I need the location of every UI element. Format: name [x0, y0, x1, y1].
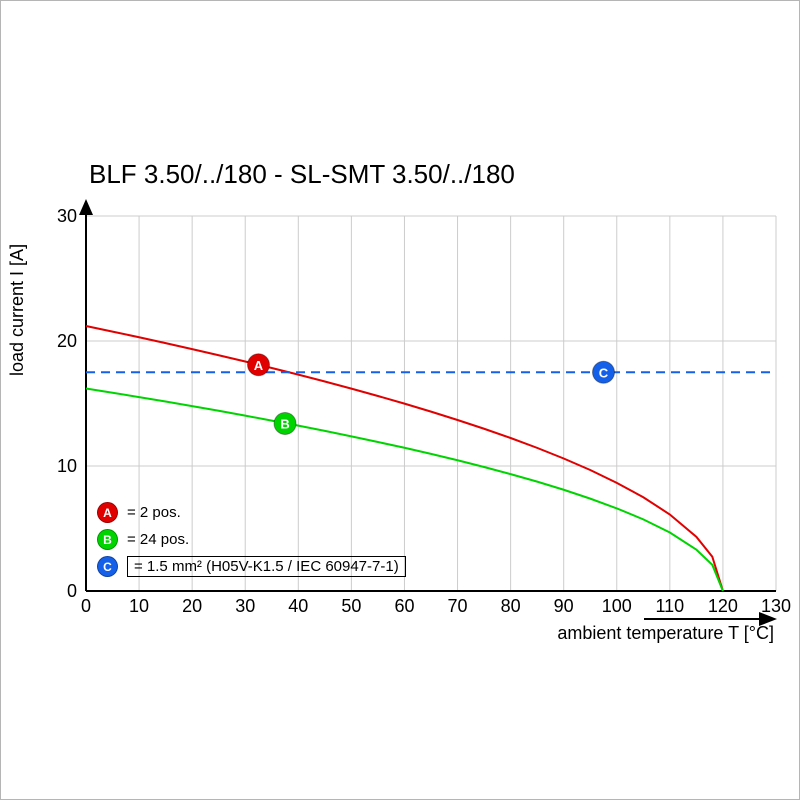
x-axis-label: ambient temperature T [°C]: [557, 623, 774, 643]
legend-label-a: = 2 pos.: [127, 504, 181, 521]
curve-marker-a-icon: [247, 353, 270, 377]
y-axis-label: load current I [A]: [7, 243, 27, 376]
legend-item-c: C = 1.5 mm² (H05V-K1.5 / IEC 60947-7-1): [97, 553, 406, 580]
series-curve-a: [85, 325, 724, 592]
legend-marker-a-icon: A: [97, 502, 118, 523]
curve-marker-label-a: A: [254, 358, 264, 373]
legend-marker-c-icon: C: [97, 556, 118, 577]
curve-marker-label-b: B: [280, 417, 289, 432]
legend-item-b: B = 24 pos.: [97, 526, 406, 553]
x-tick-label: 40: [288, 596, 308, 616]
curve-marker-b-icon: [273, 412, 297, 435]
chart-title: BLF 3.50/../180 - SL-SMT 3.50/../180: [89, 159, 515, 189]
curve-marker-label-c: C: [599, 365, 609, 380]
y-tick-label: 30: [57, 206, 77, 226]
x-tick-label: 80: [501, 596, 521, 616]
series-curve-b: [85, 387, 724, 592]
curve-marker-c-icon: [592, 360, 615, 384]
y-tick-label: 10: [57, 456, 77, 476]
x-tick-label: 90: [554, 596, 574, 616]
x-tick-label: 30: [235, 596, 255, 616]
y-axis-arrow-icon: [79, 199, 93, 215]
x-tick-label: 120: [708, 596, 738, 616]
legend-label-b: = 24 pos.: [127, 531, 190, 548]
x-tick-label: 50: [341, 596, 361, 616]
y-tick-label: 0: [67, 581, 77, 601]
y-tick-label: 20: [57, 331, 77, 351]
x-tick-label: 110: [655, 596, 684, 616]
x-tick-label: 20: [182, 596, 202, 616]
x-axis-arrow-icon: [759, 612, 777, 626]
x-tick-label: 0: [81, 596, 91, 616]
legend-item-a: A = 2 pos.: [97, 499, 406, 526]
legend: A = 2 pos. B = 24 pos. C = 1.5 mm² (H05V…: [97, 499, 406, 580]
x-tick-label: 100: [602, 596, 632, 616]
legend-marker-b-icon: B: [97, 529, 118, 550]
x-tick-label: 70: [448, 596, 468, 616]
x-tick-label: 10: [129, 596, 149, 616]
x-tick-label: 130: [761, 596, 791, 616]
x-tick-label: 60: [394, 596, 414, 616]
legend-label-c: = 1.5 mm² (H05V-K1.5 / IEC 60947-7-1): [127, 556, 406, 577]
